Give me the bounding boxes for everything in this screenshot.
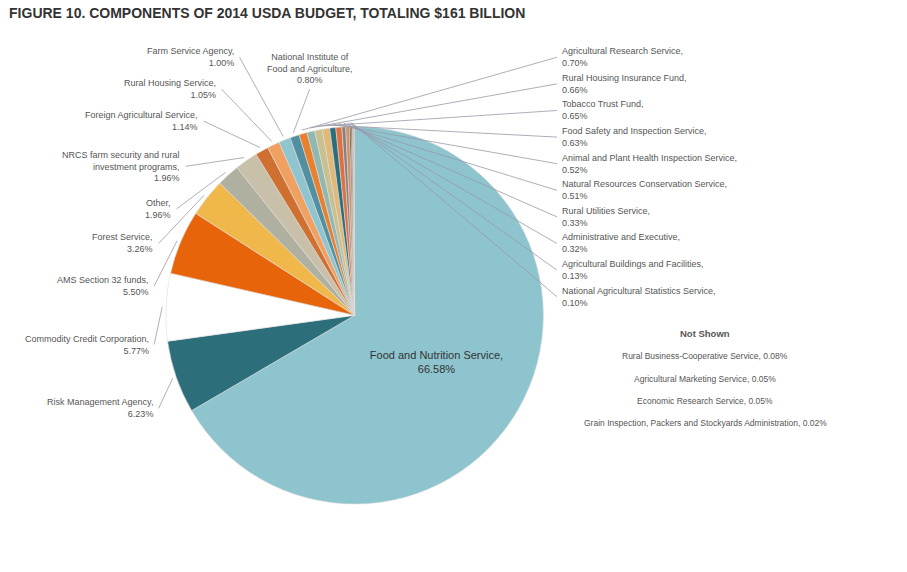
svg-text:Food and Nutrition Service,66.: Food and Nutrition Service,66.58% xyxy=(370,349,503,375)
svg-text:Administrative and Executive,0: Administrative and Executive,0.32% xyxy=(562,232,680,254)
svg-text:Other,1.96%: Other,1.96% xyxy=(145,198,171,220)
svg-text:National Institute ofFood and: National Institute ofFood and Agricultur… xyxy=(267,52,353,85)
svg-text:Food Safety and Inspection Ser: Food Safety and Inspection Service,0.63% xyxy=(562,126,707,148)
svg-text:AMS Section 32 funds,5.50%: AMS Section 32 funds,5.50% xyxy=(57,275,149,297)
svg-text:NRCS farm security and ruralin: NRCS farm security and ruralinvestment p… xyxy=(62,150,180,183)
svg-text:Risk Management Agency,6.23%: Risk Management Agency,6.23% xyxy=(47,397,153,419)
svg-text:Agricultural Marketing Service: Agricultural Marketing Service, 0.05% xyxy=(634,374,776,384)
svg-text:Foreign Agricultural Service,1: Foreign Agricultural Service,1.14% xyxy=(85,110,198,132)
svg-text:Tobacco Trust Fund,0.65%: Tobacco Trust Fund,0.65% xyxy=(562,99,644,121)
svg-text:Economic Research Service, 0.0: Economic Research Service, 0.05% xyxy=(637,396,773,406)
svg-text:Rural Utilities Service,0.33%: Rural Utilities Service,0.33% xyxy=(562,206,650,228)
svg-text:FIGURE 10. COMPONENTS OF 2014: FIGURE 10. COMPONENTS OF 2014 USDA BUDGE… xyxy=(9,5,525,21)
svg-text:Natural Resources Conservation: Natural Resources Conservation Service,0… xyxy=(562,179,727,201)
svg-text:Agricultural Research Service,: Agricultural Research Service,0.70% xyxy=(562,46,683,68)
svg-text:Commodity Credit Corporation,5: Commodity Credit Corporation,5.77% xyxy=(25,334,149,356)
svg-text:Rural Housing Service,1.05%: Rural Housing Service,1.05% xyxy=(124,78,216,100)
svg-text:Forest Service,3.26%: Forest Service,3.26% xyxy=(92,232,153,254)
svg-text:National Agricultural Statisti: National Agricultural Statistics Service… xyxy=(562,286,716,308)
svg-text:Farm Service Agency,1.00%: Farm Service Agency,1.00% xyxy=(147,46,234,68)
svg-text:Agricultural Buildings and Fac: Agricultural Buildings and Facilities,0.… xyxy=(562,259,704,281)
svg-text:Grain Inspection, Packers and: Grain Inspection, Packers and Stockyards… xyxy=(584,418,827,428)
svg-text:Rural Housing Insurance Fund,0: Rural Housing Insurance Fund,0.66% xyxy=(562,73,687,95)
svg-text:Animal and Plant Health Inspec: Animal and Plant Health Inspection Servi… xyxy=(562,153,737,175)
svg-text:Not Shown: Not Shown xyxy=(680,328,730,339)
svg-text:Rural Business-Cooperative Ser: Rural Business-Cooperative Service, 0.08… xyxy=(622,351,788,361)
